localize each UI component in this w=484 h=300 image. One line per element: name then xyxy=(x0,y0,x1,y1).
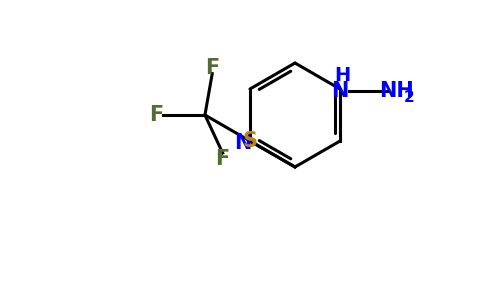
Text: F: F xyxy=(205,58,219,78)
Text: N: N xyxy=(234,133,252,153)
Text: F: F xyxy=(149,105,163,125)
Text: F: F xyxy=(215,149,230,169)
Text: N: N xyxy=(332,81,348,101)
Text: NH: NH xyxy=(378,81,413,101)
Text: H: H xyxy=(334,65,350,85)
Text: 2: 2 xyxy=(404,89,414,104)
Text: S: S xyxy=(242,131,257,151)
